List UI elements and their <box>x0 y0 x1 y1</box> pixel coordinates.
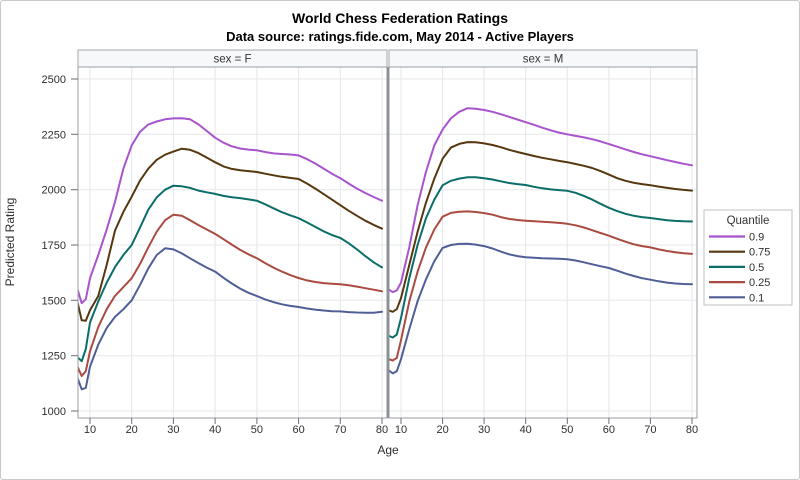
y-tick-label: 1250 <box>42 351 66 363</box>
curve-f-q0.5 <box>78 184 383 363</box>
y-axis-title: Predicted Rating <box>3 198 17 287</box>
legend-rows: 0.9 0.75 0.5 0.25 0.1 <box>709 232 770 304</box>
legend-label-q0.9: 0.9 <box>749 232 764 244</box>
y-tick-label: 2000 <box>42 185 66 197</box>
x-tick-label: 50 <box>561 424 573 436</box>
axes: 1000 1250 1500 1750 2000 2250 2500 10 20 30 40 50 60… <box>42 74 699 436</box>
legend-label-q0.5: 0.5 <box>749 262 764 274</box>
x-tick-label: 10 <box>84 424 96 436</box>
quantile-curves <box>78 107 693 391</box>
x-tick-label: 80 <box>376 424 388 436</box>
legend: Quantile 0.9 0.75 0.5 0.25 0.1 <box>703 209 793 306</box>
y-tick-label: 2250 <box>42 129 66 141</box>
legend-box <box>703 209 793 306</box>
x-tick-label: 60 <box>603 424 615 436</box>
x-tick-label: 40 <box>209 424 221 436</box>
curve-m-q0.5 <box>389 176 693 339</box>
y-tick-label: 1000 <box>42 406 66 418</box>
x-tick-label: 30 <box>167 424 179 436</box>
legend-label-q0.25: 0.25 <box>749 277 770 289</box>
curve-m-q0.1 <box>389 242 693 375</box>
curve-m-q0.75 <box>389 141 693 313</box>
strip-label-m: sex = M <box>523 54 564 66</box>
plot-wall-f <box>78 67 387 418</box>
curve-f-q0.25 <box>78 213 383 377</box>
x-tick-label: 40 <box>520 424 532 436</box>
x-tick-label: 20 <box>126 424 138 436</box>
curve-f-q0.9 <box>78 117 383 305</box>
panel-strip-f: sex = F <box>77 49 388 68</box>
curve-m-q0.9 <box>389 107 693 294</box>
x-tick-label: 60 <box>292 424 304 436</box>
x-axis-title: Age <box>377 443 399 457</box>
strip-label-f: sex = F <box>213 54 251 66</box>
chart-subtitle: Data source: ratings.fide.com, May 2014 … <box>226 29 574 44</box>
x-tick-label: 20 <box>436 424 448 436</box>
curve-m-q0.25 <box>389 210 693 362</box>
plot-wall-m <box>389 67 697 418</box>
x-tick-label: 70 <box>644 424 656 436</box>
x-tick-label: 80 <box>686 424 698 436</box>
curve-f-q0.75 <box>78 147 383 322</box>
legend-title: Quantile <box>727 215 770 227</box>
y-tick-label: 2500 <box>42 74 66 86</box>
panel-strip-m: sex = M <box>388 49 698 68</box>
chart-title: World Chess Federation Ratings <box>292 10 508 26</box>
legend-label-q0.75: 0.75 <box>749 247 770 259</box>
y-tick-label: 1750 <box>42 240 66 252</box>
x-tick-label: 70 <box>334 424 346 436</box>
x-tick-label: 10 <box>395 424 407 436</box>
y-tick-label: 1500 <box>42 295 66 307</box>
curve-f-q0.1 <box>78 247 383 391</box>
legend-label-q0.1: 0.1 <box>749 292 764 304</box>
x-tick-label: 30 <box>478 424 490 436</box>
x-tick-label: 50 <box>251 424 263 436</box>
